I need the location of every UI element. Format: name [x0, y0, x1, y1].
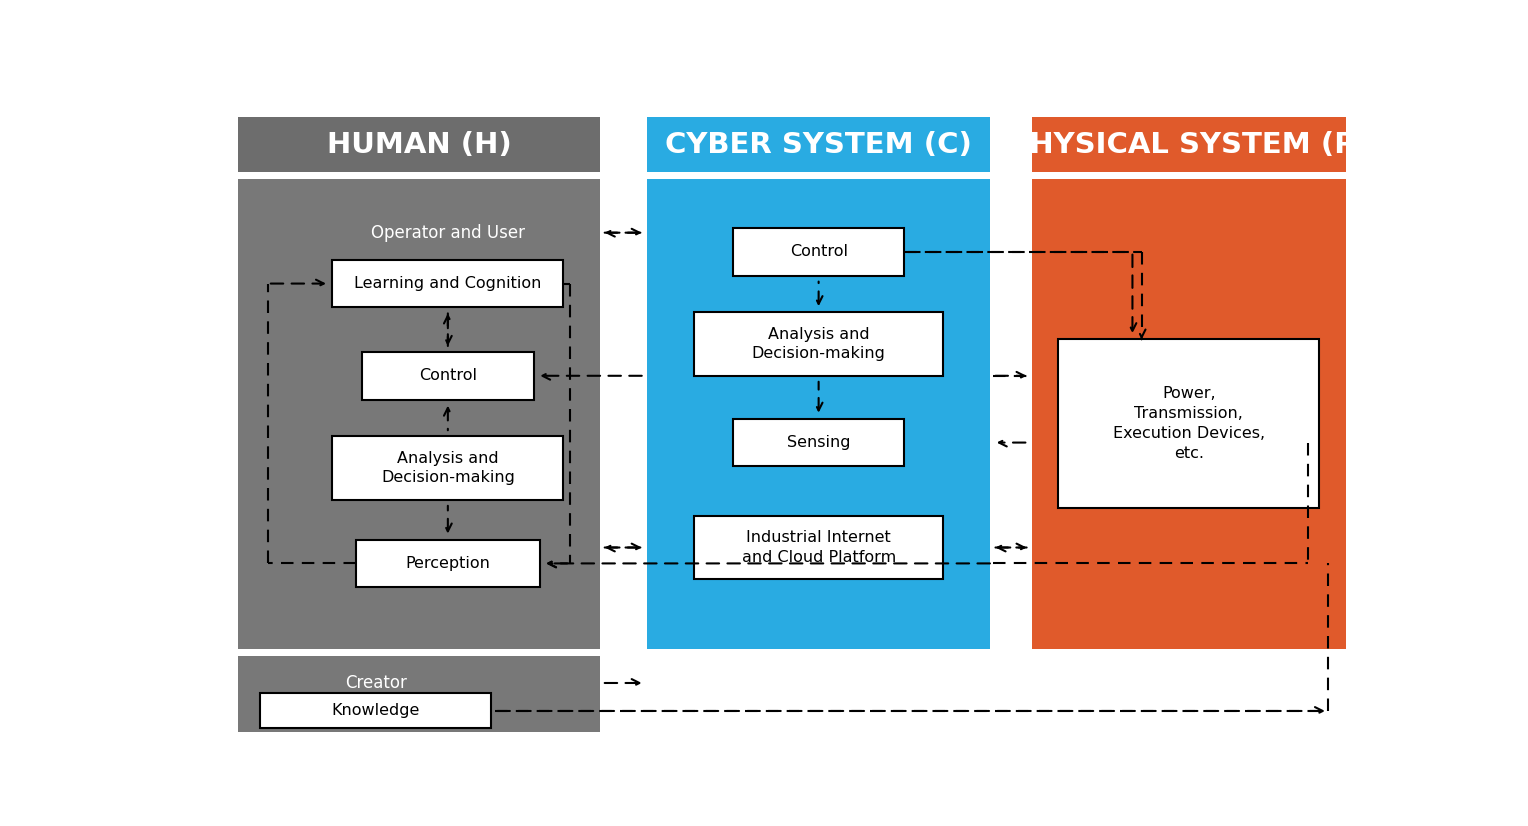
Text: Learning and Cognition: Learning and Cognition [354, 276, 541, 291]
Bar [260, 694, 490, 729]
Text: Knowledge: Knowledge [332, 704, 420, 719]
Text: CYBER SYSTEM (C): CYBER SYSTEM (C) [665, 131, 972, 159]
Text: Analysis and
Decision-making: Analysis and Decision-making [752, 326, 886, 362]
Bar [238, 649, 599, 656]
Bar [1031, 173, 1346, 178]
Bar [646, 178, 990, 649]
Bar [333, 259, 564, 307]
Bar [238, 117, 599, 173]
Text: Sensing: Sensing [787, 435, 851, 450]
Text: Control: Control [419, 368, 477, 383]
Text: Operator and User: Operator and User [371, 224, 524, 242]
Bar [1059, 339, 1319, 508]
Text: HUMAN (H): HUMAN (H) [327, 131, 512, 159]
Bar [733, 228, 905, 276]
Text: Industrial Internet
and Cloud Platform: Industrial Internet and Cloud Platform [741, 530, 895, 565]
Bar [646, 173, 990, 178]
Bar [333, 436, 564, 500]
Bar [694, 312, 943, 376]
Text: Control: Control [790, 244, 848, 259]
Text: Analysis and
Decision-making: Analysis and Decision-making [380, 451, 515, 486]
Bar [733, 419, 905, 467]
Text: PHYSICAL SYSTEM (P): PHYSICAL SYSTEM (P) [1008, 131, 1369, 159]
Text: Perception: Perception [405, 556, 490, 571]
Bar [238, 173, 599, 178]
Bar [1031, 178, 1346, 649]
Text: Creator: Creator [345, 674, 406, 692]
Bar [646, 117, 990, 173]
Bar [1031, 117, 1346, 173]
Bar [238, 656, 599, 732]
Text: Power,
Transmission,
Execution Devices,
etc.: Power, Transmission, Execution Devices, … [1112, 387, 1265, 461]
Bar [694, 515, 943, 579]
Bar [356, 539, 539, 587]
Bar [238, 178, 599, 649]
Bar [362, 352, 533, 400]
